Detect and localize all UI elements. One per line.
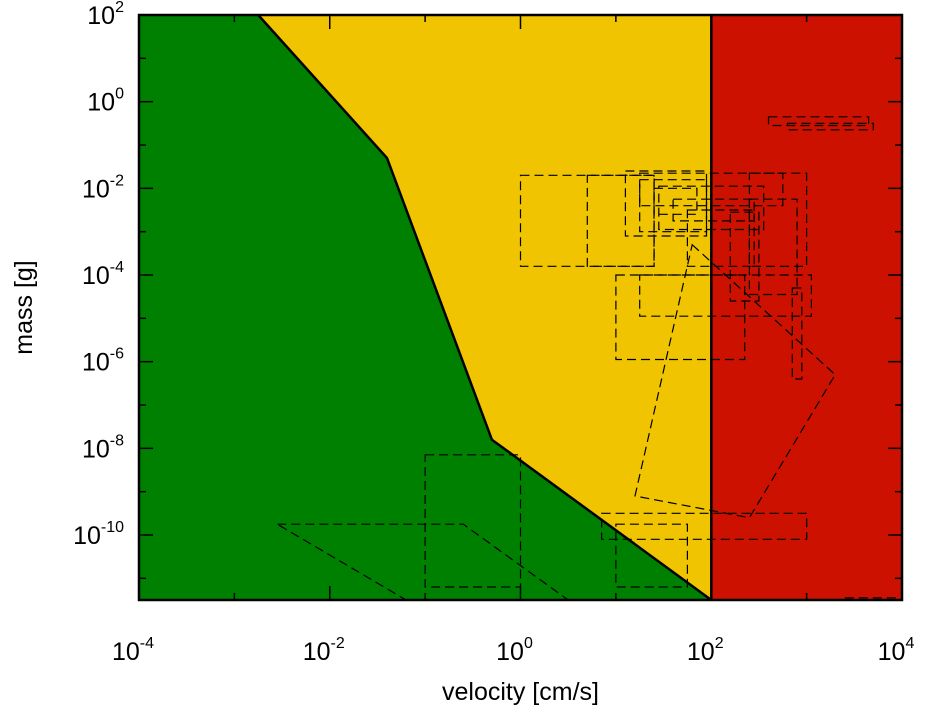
x-tick-label-base: 10	[878, 638, 906, 666]
dashed-box-1	[586, 174, 655, 267]
yellow-region	[258, 15, 712, 600]
dashed-box-15	[767, 116, 870, 127]
dashed-box-17	[424, 454, 522, 588]
y-tick-label-base: 10	[87, 89, 115, 117]
y-tick-label-1: 100	[87, 86, 124, 117]
x-tick-label-base: 10	[687, 638, 715, 666]
dashed-box-3	[639, 179, 708, 233]
x-tick-label-exponent: -2	[331, 635, 345, 652]
x-tick-label-2: 100	[496, 635, 533, 666]
dashed-box-12	[729, 211, 760, 302]
x-tick-label-exponent: 0	[524, 635, 533, 652]
dashed-box-5	[639, 172, 784, 207]
x-tick-label-exponent: 2	[715, 635, 724, 652]
dashed-box-8	[748, 172, 808, 267]
y-tick-label-base: 10	[82, 349, 110, 377]
x-tick-label-1: 10-2	[303, 635, 345, 666]
y-tick-label-exponent: -6	[110, 346, 124, 363]
y-axis-label: mass [g]	[10, 260, 38, 354]
x-tick-label-4: 104	[878, 635, 915, 666]
y-tick-label-base: 10	[73, 522, 101, 550]
y-tick-label-exponent: -10	[101, 519, 124, 536]
dashed-box-13	[748, 198, 798, 296]
green-region	[139, 15, 712, 600]
y-tick-label-3: 10-4	[82, 259, 124, 290]
ticks-layer	[138, 14, 903, 600]
dashed-box-9	[686, 209, 755, 267]
x-tick-label-base: 10	[496, 638, 524, 666]
y-tick-label-exponent: -4	[110, 259, 124, 276]
x-tick-label-0: 10-4	[112, 635, 154, 666]
y-tick-label-exponent: -8	[110, 432, 124, 449]
dashed-box-14	[791, 287, 803, 380]
y-tick-label-5: 10-8	[82, 432, 124, 463]
y-tick-label-exponent: 0	[115, 86, 124, 103]
y-tick-label-base: 10	[82, 175, 110, 203]
x-tick-label-base: 10	[112, 638, 140, 666]
dashed-box-7	[672, 198, 755, 222]
y-tick-label-4: 10-6	[82, 346, 124, 377]
dashed-box-19	[615, 523, 689, 588]
red-region	[711, 15, 902, 600]
x-axis-label: velocity [cm/s]	[442, 678, 599, 706]
tick-labels-layer: 10-4 10-2 100 102 10410210010-210-410-610-81…	[73, 0, 914, 666]
dashed-box-18	[600, 512, 808, 540]
dashed-polygon-0	[634, 243, 836, 519]
dashed-box-16	[786, 122, 874, 131]
y-tick-label-exponent: -2	[110, 172, 124, 189]
y-tick-label-base: 10	[82, 435, 110, 463]
y-tick-label-base: 10	[87, 2, 115, 30]
y-tick-label-6: 10-10	[73, 519, 124, 550]
y-tick-label-base: 10	[82, 262, 110, 290]
dashed-box-4	[653, 187, 698, 215]
x-tick-label-3: 102	[687, 635, 724, 666]
y-tick-label-0: 102	[87, 0, 124, 30]
y-tick-label-2: 10-2	[82, 172, 124, 203]
x-tick-label-base: 10	[303, 638, 331, 666]
dashed-box-10	[615, 274, 746, 361]
x-tick-label-exponent: 4	[905, 635, 914, 652]
x-tick-label-exponent: -4	[140, 635, 154, 652]
regions-layer	[139, 15, 902, 600]
dashed-box-6	[658, 185, 765, 231]
y-tick-label-exponent: 2	[115, 0, 124, 16]
